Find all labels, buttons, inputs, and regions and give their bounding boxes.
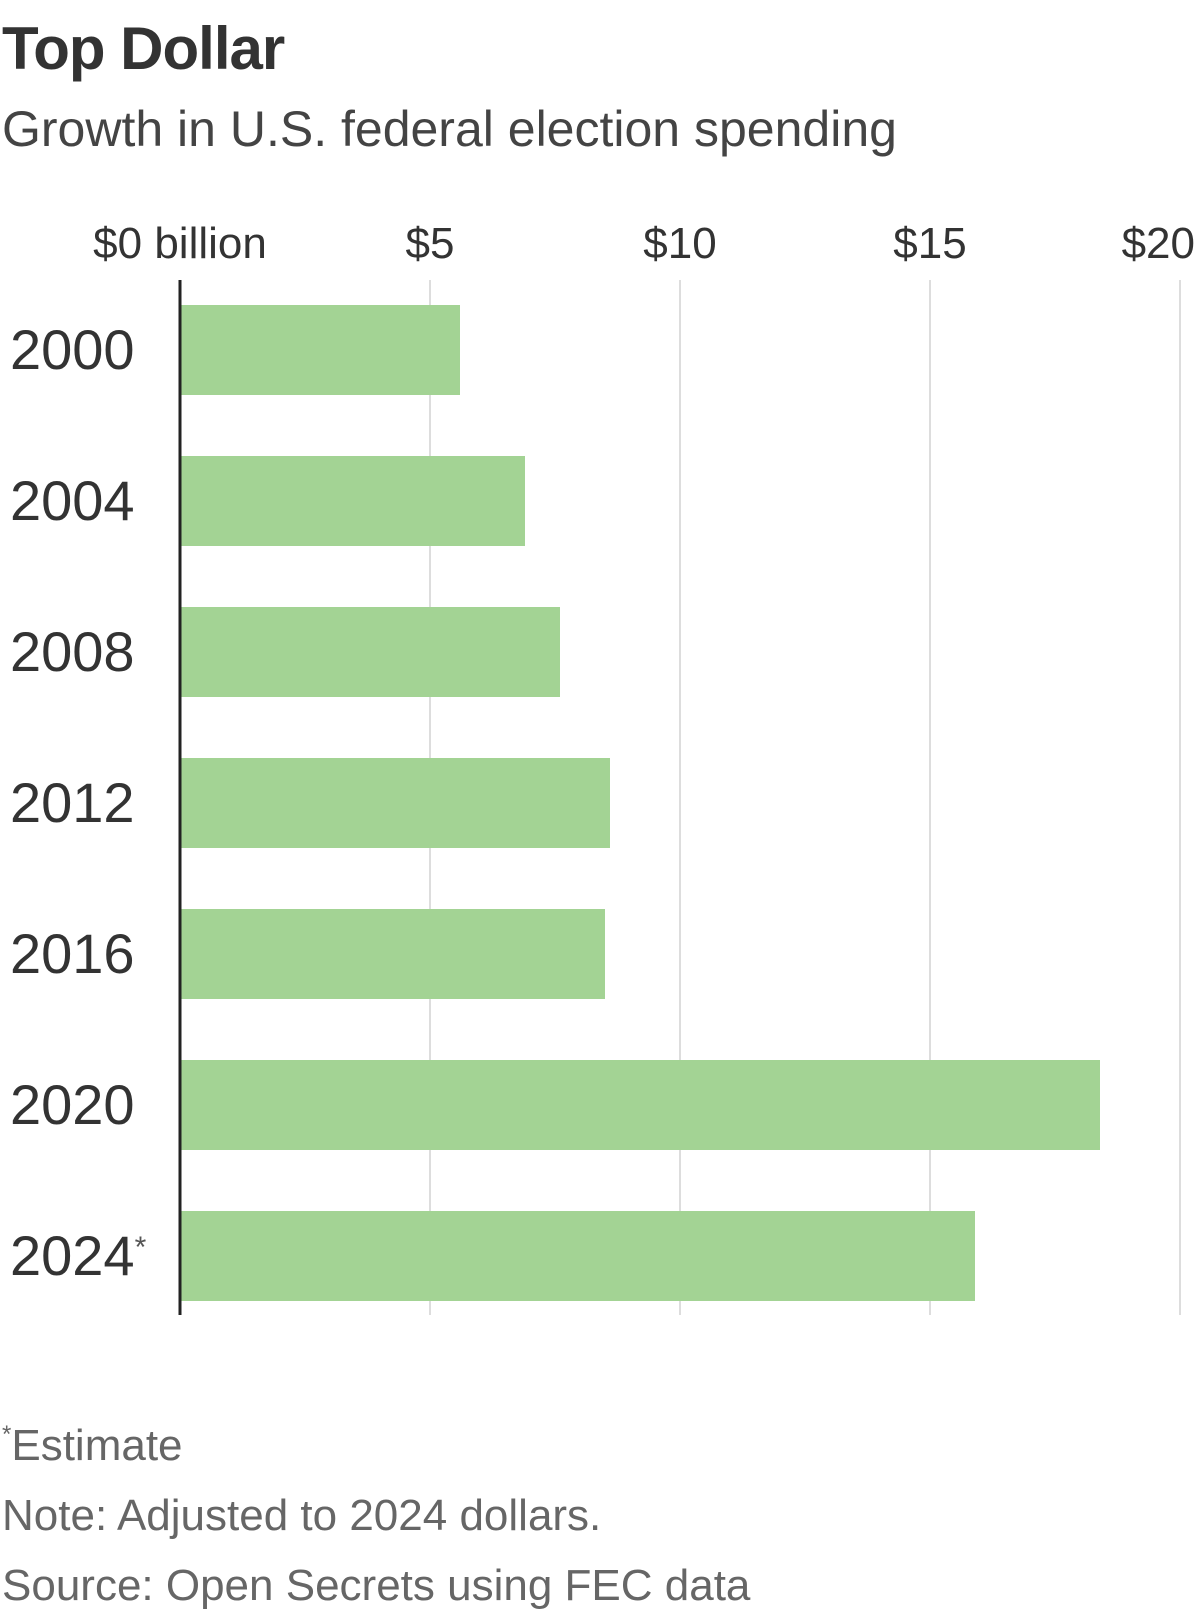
tick-label: $10	[643, 219, 716, 268]
chart-title: Top Dollar	[2, 15, 285, 82]
footnotes: *Estimate Note: Adjusted to 2024 dollars…	[2, 1400, 750, 1621]
bar-chart: $0 billion $5 $10 $15 $20 200020042008201220…	[10, 219, 1195, 1315]
bar-2004	[180, 456, 525, 546]
category-label-2020: 2020	[10, 1073, 135, 1136]
category-label-2000: 2000	[10, 318, 135, 381]
tick-label: $15	[893, 219, 966, 268]
tick-label: $5	[406, 219, 455, 268]
tick-label: $0 billion	[93, 219, 267, 268]
estimate-text: Estimate	[11, 1421, 183, 1470]
bar-2000	[180, 305, 460, 395]
category-label-2024: 2024*	[10, 1224, 147, 1287]
bar-2020	[180, 1060, 1100, 1150]
bars	[180, 305, 1100, 1301]
category-label-2012: 2012	[10, 771, 135, 834]
category-labels: 2000 2004 2008 2012 2016 2020 2024*	[10, 318, 147, 1287]
bar-2024	[180, 1211, 975, 1301]
tick-labels: $0 billion $5 $10 $15 $20	[93, 219, 1195, 268]
category-label-2016: 2016	[10, 922, 135, 985]
category-label-2004: 2004	[10, 469, 135, 532]
estimate-note: *Estimate	[2, 1400, 750, 1481]
chart-subtitle: Growth in U.S. federal election spending	[2, 101, 897, 157]
source-note: Source: Open Secrets using FEC data	[2, 1561, 751, 1610]
bar-2008	[180, 607, 560, 697]
estimate-marker: *	[135, 1231, 147, 1264]
tick-label: $20	[1122, 219, 1195, 268]
bar-2012	[180, 758, 610, 848]
bar-2016	[180, 909, 605, 999]
estimate-marker: *	[2, 1421, 12, 1448]
category-label-2008: 2008	[10, 620, 135, 683]
adjustment-note: Note: Adjusted to 2024 dollars.	[2, 1491, 602, 1540]
